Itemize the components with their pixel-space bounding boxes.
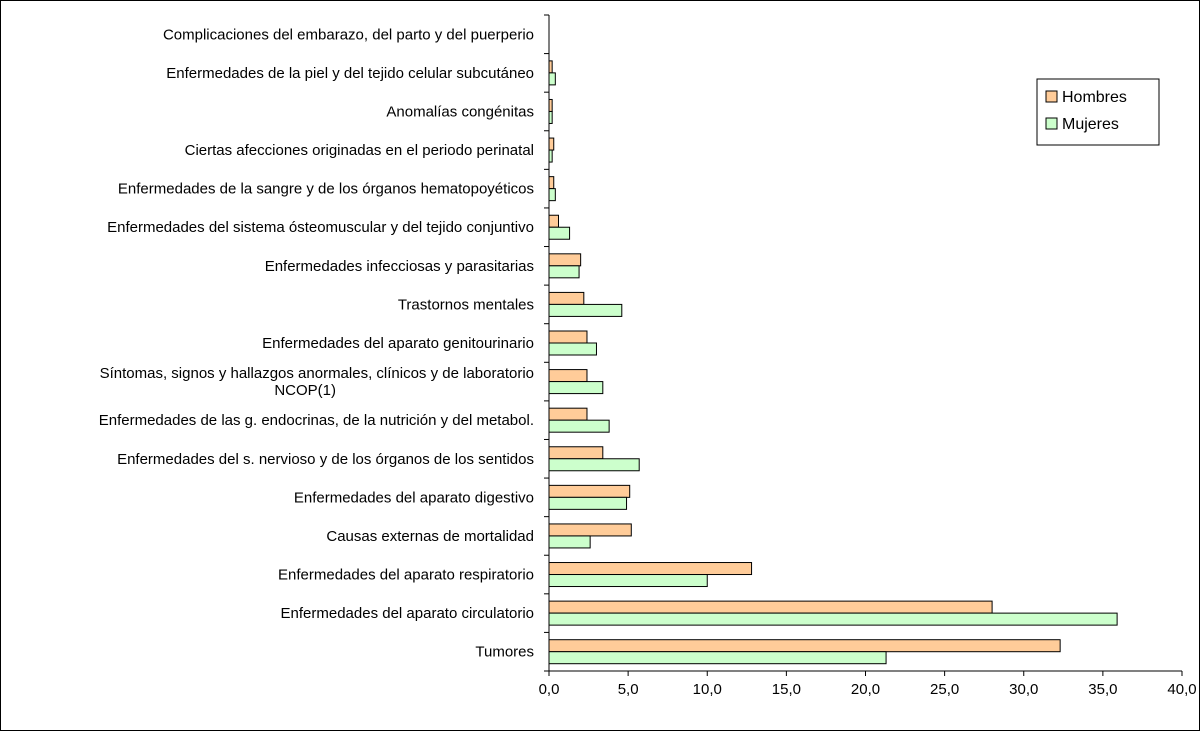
x-tick-label: 15,0 [772,681,801,698]
category-label: Ciertas afecciones originadas en el peri… [185,142,534,159]
category-label: Síntomas, signos y hallazgos anormales, … [100,365,534,382]
bar-hombres-8 [548,330,588,344]
category-label: Causas externas de mortalidad [326,528,534,545]
category-label: Enfermedades de la piel y del tejido cel… [166,65,534,82]
bar-mujeres-7 [548,303,623,317]
category-label: Enfermedades del aparato circulatorio [281,605,534,622]
bar-mujeres-8 [548,342,597,356]
bar-hombres-13 [548,523,632,537]
category-label: Enfermedades del s. nervioso y de los ór… [117,451,534,468]
x-tick-label: 0,0 [539,681,560,698]
bar-mujeres-6 [548,265,580,279]
bar-mujeres-12 [548,496,628,510]
category-label: Enfermedades del sistema ósteomuscular y… [107,219,534,236]
x-tick-label: 35,0 [1088,681,1117,698]
bar-hombres-9 [548,369,588,383]
bar-mujeres-14 [548,574,708,588]
bar-mujeres-11 [548,458,640,472]
bar-hombres-7 [548,291,585,305]
category-label: Enfermedades del aparato digestivo [294,489,534,506]
x-tick-label: 20,0 [851,681,880,698]
category-label: NCOP(1) [274,382,336,399]
bar-hombres-10 [548,407,588,421]
bar-mujeres-9 [548,381,604,395]
category-labels: Complicaciones del embarazo, del parto y… [99,26,534,660]
category-label: Enfermedades del aparato genitourinario [262,335,534,352]
bar-hombres-15 [548,600,993,614]
category-label: Complicaciones del embarazo, del parto y… [163,26,534,43]
x-tick-label: 30,0 [1009,681,1038,698]
bar-hombres-6 [548,253,582,267]
bar-mujeres-13 [548,535,591,549]
bar-hombres-12 [548,484,631,498]
category-label: Enfermedades del aparato respiratorio [278,567,534,584]
bar-mujeres-10 [548,419,610,433]
x-axis-ticks: 0,0 5,0 10,0 15,0 20,0 25,0 30,0 35,0 40,0 [539,671,1197,698]
bar-mujeres-1 [548,72,556,86]
bar-hombres-14 [548,562,753,576]
bars-layer [548,60,1118,665]
x-tick-label: 5,0 [618,681,639,698]
legend-box [1036,78,1160,146]
legend-swatch-hombres [1045,90,1058,103]
bar-mujeres-5 [548,226,571,240]
x-tick-label: 25,0 [930,681,959,698]
bar-hombres-4 [548,176,555,190]
category-label: Anomalías congénitas [386,103,534,120]
legend: Hombres Mujeres [1036,78,1160,146]
legend-label-mujeres: Mujeres [1062,116,1119,133]
category-label: Trastornos mentales [398,296,534,313]
legend-label-hombres: Hombres [1062,89,1127,106]
category-label: Enfermedades de las g. endocrinas, de la… [99,412,534,429]
bar-hombres-16 [548,639,1061,653]
bar-hombres-3 [548,137,555,151]
category-label: Enfermedades infecciosas y parasitarias [265,258,534,275]
bar-mujeres-15 [548,612,1118,626]
x-tick-label: 40,0 [1167,681,1196,698]
bar-hombres-5 [548,214,559,228]
category-label: Tumores [475,644,534,661]
category-label: Enfermedades de la sangre y de los órgan… [118,181,534,198]
bar-mujeres-4 [548,188,556,202]
bar-hombres-11 [548,446,604,460]
legend-swatch-mujeres [1045,117,1058,130]
bar-mujeres-16 [548,651,887,665]
x-tick-label: 10,0 [693,681,722,698]
